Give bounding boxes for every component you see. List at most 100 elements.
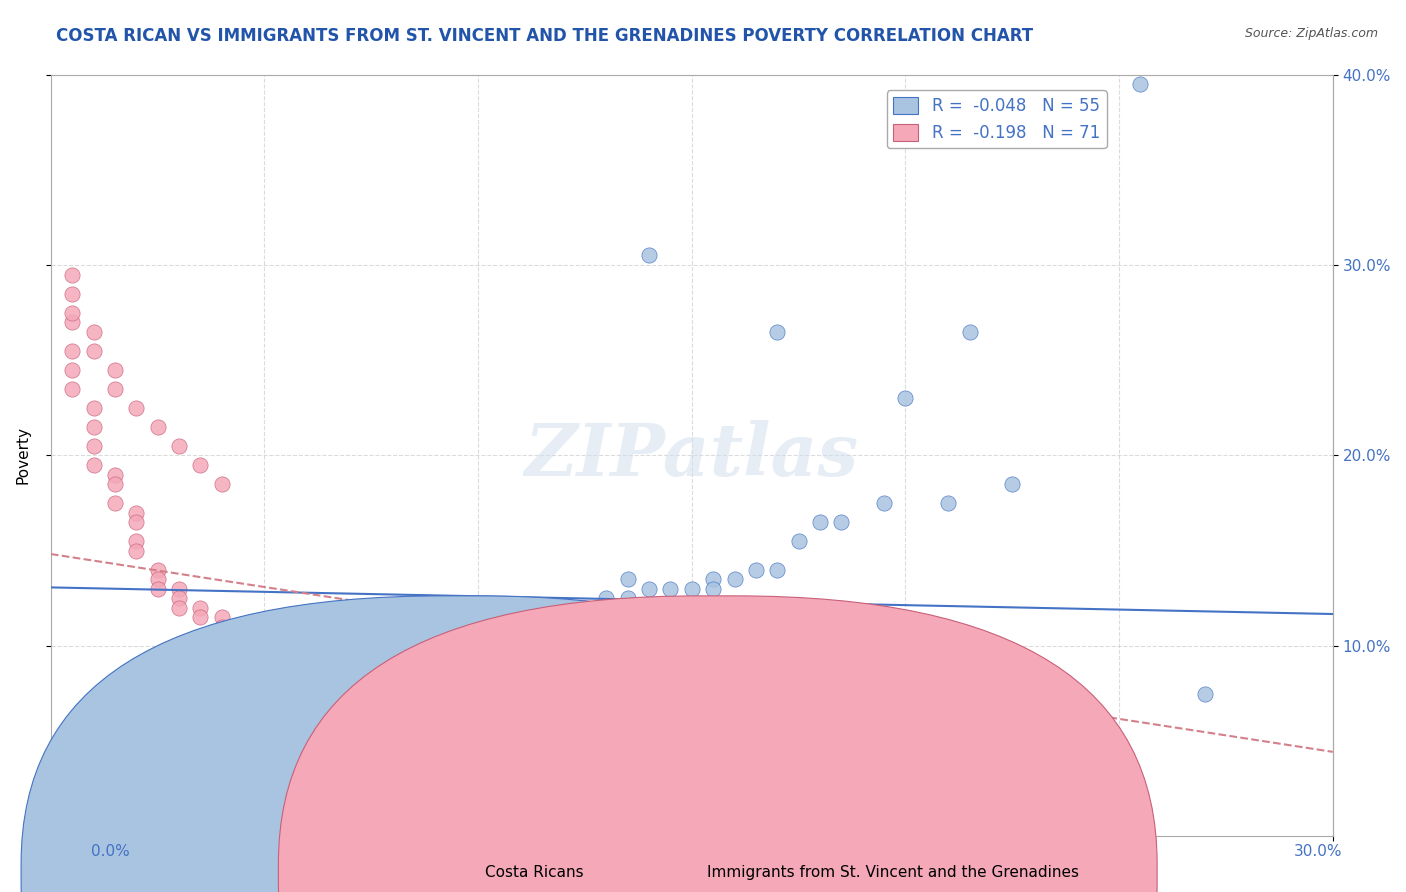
Point [211, 630, 233, 644]
Point [167, 600, 190, 615]
Point [402, 715, 425, 730]
Point [146, 724, 169, 739]
Point [125, 534, 148, 549]
Point [83, 734, 105, 748]
Point [446, 620, 468, 634]
Point [190, 610, 212, 624]
Point [553, 753, 575, 767]
Point [659, 582, 682, 596]
Point [787, 534, 810, 549]
Point [83, 439, 105, 453]
Point [702, 582, 724, 596]
Point [446, 724, 468, 739]
Text: Immigrants from St. Vincent and the Grenadines: Immigrants from St. Vincent and the Gren… [707, 865, 1078, 880]
Point [60, 268, 83, 282]
Point [167, 687, 190, 701]
Point [959, 325, 981, 339]
Point [745, 810, 768, 824]
Point [318, 677, 340, 691]
Point [83, 401, 105, 415]
Point [104, 363, 127, 377]
Point [509, 744, 531, 758]
Point [60, 286, 83, 301]
Point [60, 305, 83, 319]
Point [467, 620, 489, 634]
Point [936, 496, 959, 510]
Point [638, 582, 661, 596]
Point [531, 753, 554, 767]
Point [766, 563, 789, 577]
Point [681, 582, 703, 596]
Point [190, 600, 212, 615]
Point [1129, 77, 1152, 91]
Point [104, 734, 127, 748]
Point [125, 724, 148, 739]
Point [425, 620, 447, 634]
Point [104, 496, 127, 510]
Point [211, 620, 233, 634]
Point [360, 630, 382, 644]
Point [104, 467, 127, 482]
Point [190, 677, 212, 691]
Point [211, 477, 233, 491]
Point [297, 648, 319, 663]
Legend: R =  -0.048   N = 55, R =  -0.198   N = 71: R = -0.048 N = 55, R = -0.198 N = 71 [887, 90, 1107, 148]
Point [595, 772, 617, 787]
Point [638, 781, 661, 796]
Point [274, 658, 297, 673]
Point [274, 648, 297, 663]
Point [146, 420, 169, 434]
Point [232, 630, 254, 644]
Point [60, 363, 83, 377]
Point [297, 658, 319, 673]
Point [381, 706, 404, 720]
Point [60, 343, 83, 358]
Point [274, 658, 297, 673]
Text: ZIPatlas: ZIPatlas [524, 420, 859, 491]
Point [83, 458, 105, 472]
Point [425, 715, 447, 730]
Point [253, 667, 276, 681]
Point [616, 781, 638, 796]
Point [595, 600, 617, 615]
Point [125, 515, 148, 529]
Point [488, 610, 510, 624]
Point [702, 572, 724, 586]
Point [467, 724, 489, 739]
Point [318, 687, 340, 701]
Point [616, 591, 638, 606]
Point [83, 420, 105, 434]
Text: 0.0%: 0.0% [91, 845, 131, 859]
Point [402, 630, 425, 644]
Point [211, 677, 233, 691]
Point [104, 477, 127, 491]
Point [83, 343, 105, 358]
Point [723, 572, 745, 586]
Point [190, 458, 212, 472]
Point [1194, 687, 1216, 701]
Point [167, 591, 190, 606]
Point [659, 791, 682, 805]
Point [167, 582, 190, 596]
Point [467, 734, 489, 748]
Point [125, 401, 148, 415]
Point [211, 667, 233, 681]
Point [574, 600, 596, 615]
Y-axis label: Poverty: Poverty [15, 426, 30, 484]
Point [702, 801, 724, 815]
Point [253, 648, 276, 663]
Point [232, 639, 254, 653]
Point [381, 630, 404, 644]
Point [339, 639, 361, 653]
Point [146, 563, 169, 577]
Point [467, 610, 489, 624]
Point [146, 582, 169, 596]
Point [745, 563, 768, 577]
Point [808, 687, 831, 701]
Point [125, 543, 148, 558]
Point [574, 763, 596, 777]
Point [253, 658, 276, 673]
Point [509, 610, 531, 624]
Point [766, 325, 789, 339]
Point [808, 515, 831, 529]
